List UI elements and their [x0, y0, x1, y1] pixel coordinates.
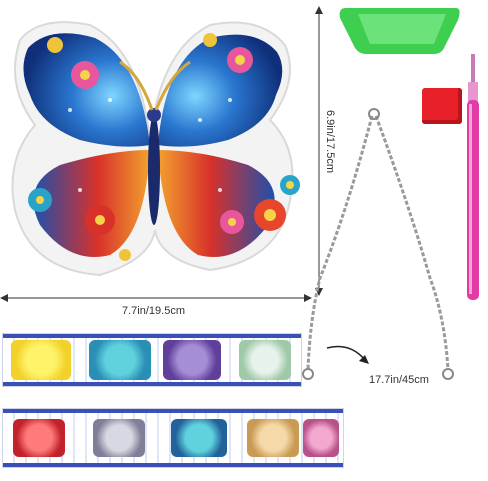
bag-stripe	[3, 382, 301, 386]
silver-rhinestones-bag-icon	[93, 419, 145, 457]
bag-stripe	[3, 409, 343, 413]
chain-length-label: 17.7in/45cm	[369, 374, 429, 386]
blue-rhinestones-bag-icon	[171, 419, 227, 457]
bag-stripe	[3, 463, 343, 467]
width-label: 7.7in/19.5cm	[122, 305, 185, 317]
red-rhinestones-bag-icon	[13, 419, 65, 457]
rhinestone-tray-icon	[339, 8, 460, 54]
pink-rhinestones-bag-icon	[303, 419, 339, 457]
bag-stripe	[3, 334, 301, 338]
teal-rhinestones-bag-icon	[89, 340, 151, 380]
wax-pad-icon	[422, 88, 462, 124]
butterfly-diamond-art-icon	[11, 21, 300, 277]
clear-rhinestones-bag-icon	[239, 340, 291, 380]
gold-rhinestones-bag-icon	[247, 419, 299, 457]
width-dimension-arrow	[0, 294, 312, 302]
rhinestone-bags-row-top	[2, 333, 302, 387]
metal-chain-icon	[302, 108, 454, 380]
purple-rhinestones-bag-icon	[163, 340, 221, 380]
rhinestone-bags-row-bottom	[2, 408, 344, 468]
drill-pen-icon	[467, 54, 479, 300]
chain-pointer-arrow	[326, 345, 369, 364]
yellow-rhinestones-bag-icon	[11, 340, 71, 380]
